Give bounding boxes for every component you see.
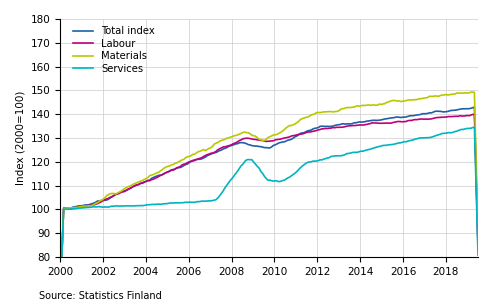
Materials xyxy=(475,232,481,236)
Total index xyxy=(452,108,458,112)
Materials xyxy=(452,92,458,96)
Materials xyxy=(215,140,221,144)
Total index xyxy=(471,105,477,109)
Labour xyxy=(475,246,481,249)
Labour xyxy=(471,112,477,116)
Line: Labour: Labour xyxy=(60,114,478,304)
Services xyxy=(57,302,63,304)
Labour xyxy=(57,302,63,304)
Labour xyxy=(456,115,461,118)
Labour xyxy=(452,115,458,118)
Labour xyxy=(215,148,221,151)
Total index xyxy=(456,108,461,111)
Line: Services: Services xyxy=(60,127,478,304)
Labour xyxy=(84,204,90,208)
Labour xyxy=(324,127,330,130)
Services xyxy=(179,201,185,205)
Total index xyxy=(324,124,330,128)
Total index xyxy=(57,303,63,304)
Total index xyxy=(475,241,481,245)
Materials xyxy=(84,204,90,208)
Text: Source: Statistics Finland: Source: Statistics Finland xyxy=(39,291,162,301)
Legend: Total index, Labour, Materials, Services: Total index, Labour, Materials, Services xyxy=(73,26,155,74)
Materials xyxy=(57,303,63,304)
Materials xyxy=(179,158,185,162)
Services xyxy=(456,129,461,133)
Services xyxy=(471,126,477,129)
Total index xyxy=(84,203,90,207)
Services xyxy=(324,156,330,160)
Line: Materials: Materials xyxy=(60,92,478,304)
Services xyxy=(215,196,221,200)
Services xyxy=(452,130,458,133)
Labour xyxy=(179,163,185,167)
Services xyxy=(475,253,481,257)
Materials xyxy=(456,91,461,95)
Materials xyxy=(324,110,330,113)
Y-axis label: Index (2000=100): Index (2000=100) xyxy=(15,91,25,185)
Total index xyxy=(179,165,185,169)
Line: Total index: Total index xyxy=(60,107,478,304)
Materials xyxy=(468,90,474,94)
Total index xyxy=(215,150,221,153)
Services xyxy=(84,206,90,209)
